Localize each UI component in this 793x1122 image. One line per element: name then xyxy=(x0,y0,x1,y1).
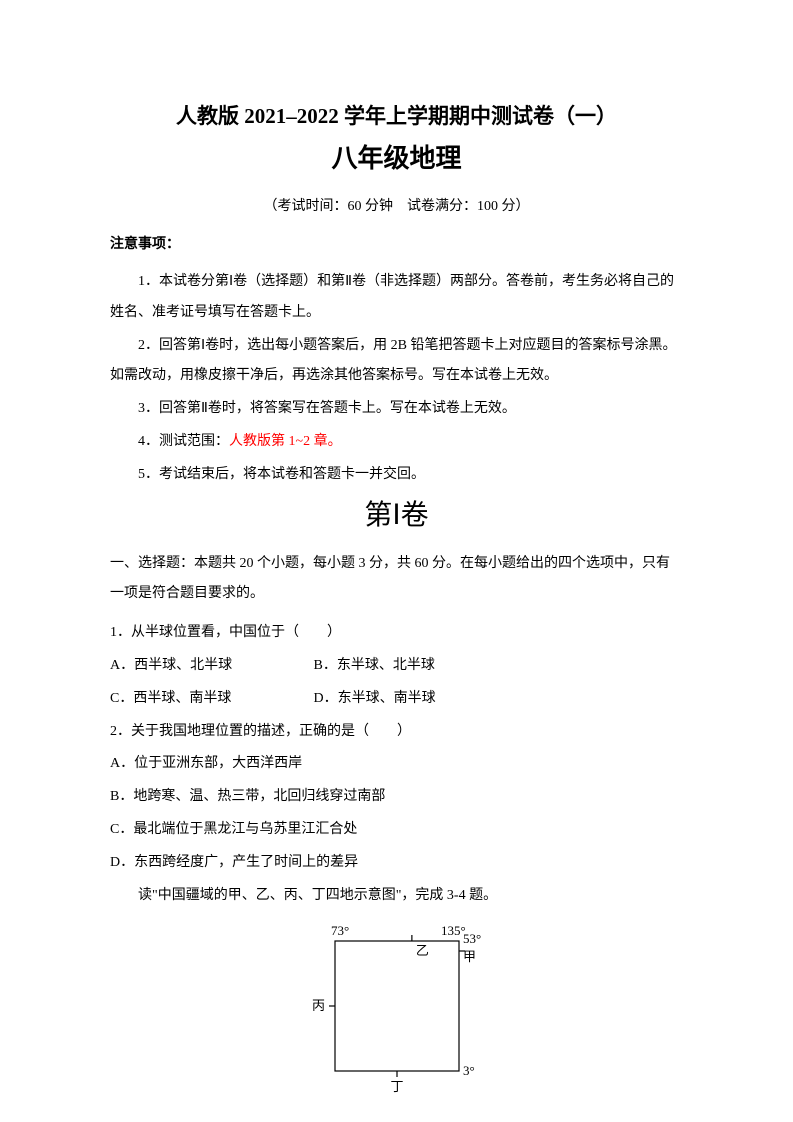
svg-text:甲: 甲 xyxy=(463,949,476,964)
q1-stem: 1．从半球位置看，中国位于（ ） xyxy=(110,618,683,649)
svg-text:135°: 135° xyxy=(441,923,466,938)
q1-options-row1: A．西半球、北半球 B．东半球、北半球 xyxy=(110,651,683,682)
notice-item-2: 2．回答第Ⅰ卷时，选出每小题答案后，用 2B 铅笔把答题卡上对应题目的答案标号涂… xyxy=(110,331,683,393)
q1-option-c: C．西半球、南半球 xyxy=(110,684,310,715)
diagram: 73° 135°53° 3° 乙 甲丙丁 xyxy=(307,919,487,1095)
svg-text:乙: 乙 xyxy=(415,943,428,958)
notice-item-4-prefix: 4．测试范围： xyxy=(138,434,229,449)
notice-item-3: 3．回答第Ⅱ卷时，将答案写在答题卡上。写在本试卷上无效。 xyxy=(110,394,683,425)
q1-option-b: B．东半球、北半球 xyxy=(314,651,514,682)
map-diagram-svg: 73° 135°53° 3° 乙 甲丙丁 xyxy=(307,919,487,1095)
svg-text:53°: 53° xyxy=(463,931,481,946)
q2-option-c: C．最北端位于黑龙江与乌苏里江汇合处 xyxy=(110,815,683,846)
section-intro: 一、选择题：本题共 20 个小题，每小题 3 分，共 60 分。在每小题给出的四… xyxy=(110,549,683,611)
title-sub: 八年级地理 xyxy=(110,138,683,175)
volume-title: 第Ⅰ卷 xyxy=(110,493,683,533)
notice-header: 注意事项： xyxy=(110,233,683,253)
notice-item-1: 1．本试卷分第Ⅰ卷（选择题）和第Ⅱ卷（非选择题）两部分。答卷前，考生务必将自己的… xyxy=(110,267,683,329)
diagram-container: 73° 135°53° 3° 乙 甲丙丁 xyxy=(110,919,683,1100)
title-main: 人教版 2021–2022 学年上学期期中测试卷（一） xyxy=(110,100,683,130)
svg-text:73°: 73° xyxy=(331,923,349,938)
q1-options-row2: C．西半球、南半球 D．东半球、南半球 xyxy=(110,684,683,715)
q2-option-a: A．位于亚洲东部，大西洋西岸 xyxy=(110,749,683,780)
q1-option-d: D．东半球、南半球 xyxy=(314,684,514,715)
svg-text:3°: 3° xyxy=(463,1063,475,1078)
svg-text:丙: 丙 xyxy=(311,998,324,1013)
q1-option-a: A．西半球、北半球 xyxy=(110,651,310,682)
notice-item-4-red: 人教版第 1~2 章。 xyxy=(229,434,342,449)
svg-text:丁: 丁 xyxy=(390,1079,403,1094)
q2-option-d: D．东西跨经度广，产生了时间上的差异 xyxy=(110,848,683,879)
q2-stem: 2．关于我国地理位置的描述，正确的是（ ） xyxy=(110,717,683,748)
notice-item-4: 4．测试范围：人教版第 1~2 章。 xyxy=(110,427,683,458)
exam-info: （考试时间：60 分钟 试卷满分：100 分） xyxy=(110,195,683,215)
notice-item-5: 5．考试结束后，将本试卷和答题卡一并交回。 xyxy=(110,460,683,491)
q2-option-b: B．地跨寒、温、热三带，北回归线穿过南部 xyxy=(110,782,683,813)
figure-intro: 读"中国疆域的甲、乙、丙、丁四地示意图"，完成 3-4 题。 xyxy=(110,881,683,912)
